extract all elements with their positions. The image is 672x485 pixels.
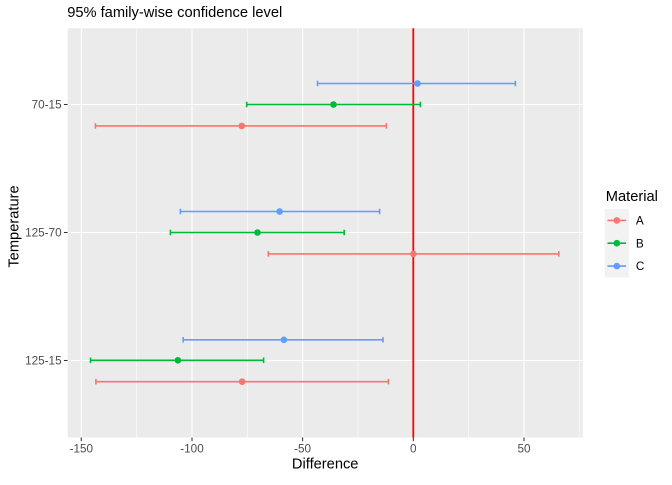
svg-text:50: 50: [517, 443, 531, 456]
svg-text:70-15: 70-15: [32, 99, 62, 112]
svg-text:125-15: 125-15: [25, 355, 62, 368]
svg-text:C: C: [636, 260, 645, 273]
svg-text:Difference: Difference: [292, 457, 359, 473]
svg-text:-100: -100: [180, 443, 204, 456]
svg-text:A: A: [636, 215, 644, 228]
svg-text:-150: -150: [70, 443, 94, 456]
svg-text:Temperature: Temperature: [6, 185, 22, 267]
svg-text:Material: Material: [606, 189, 658, 205]
svg-text:95% family-wise confidence lev: 95% family-wise confidence level: [67, 5, 282, 21]
svg-text:B: B: [636, 237, 644, 250]
svg-text:-50: -50: [294, 443, 311, 456]
svg-text:0: 0: [410, 443, 417, 456]
svg-text:125-70: 125-70: [25, 227, 62, 240]
